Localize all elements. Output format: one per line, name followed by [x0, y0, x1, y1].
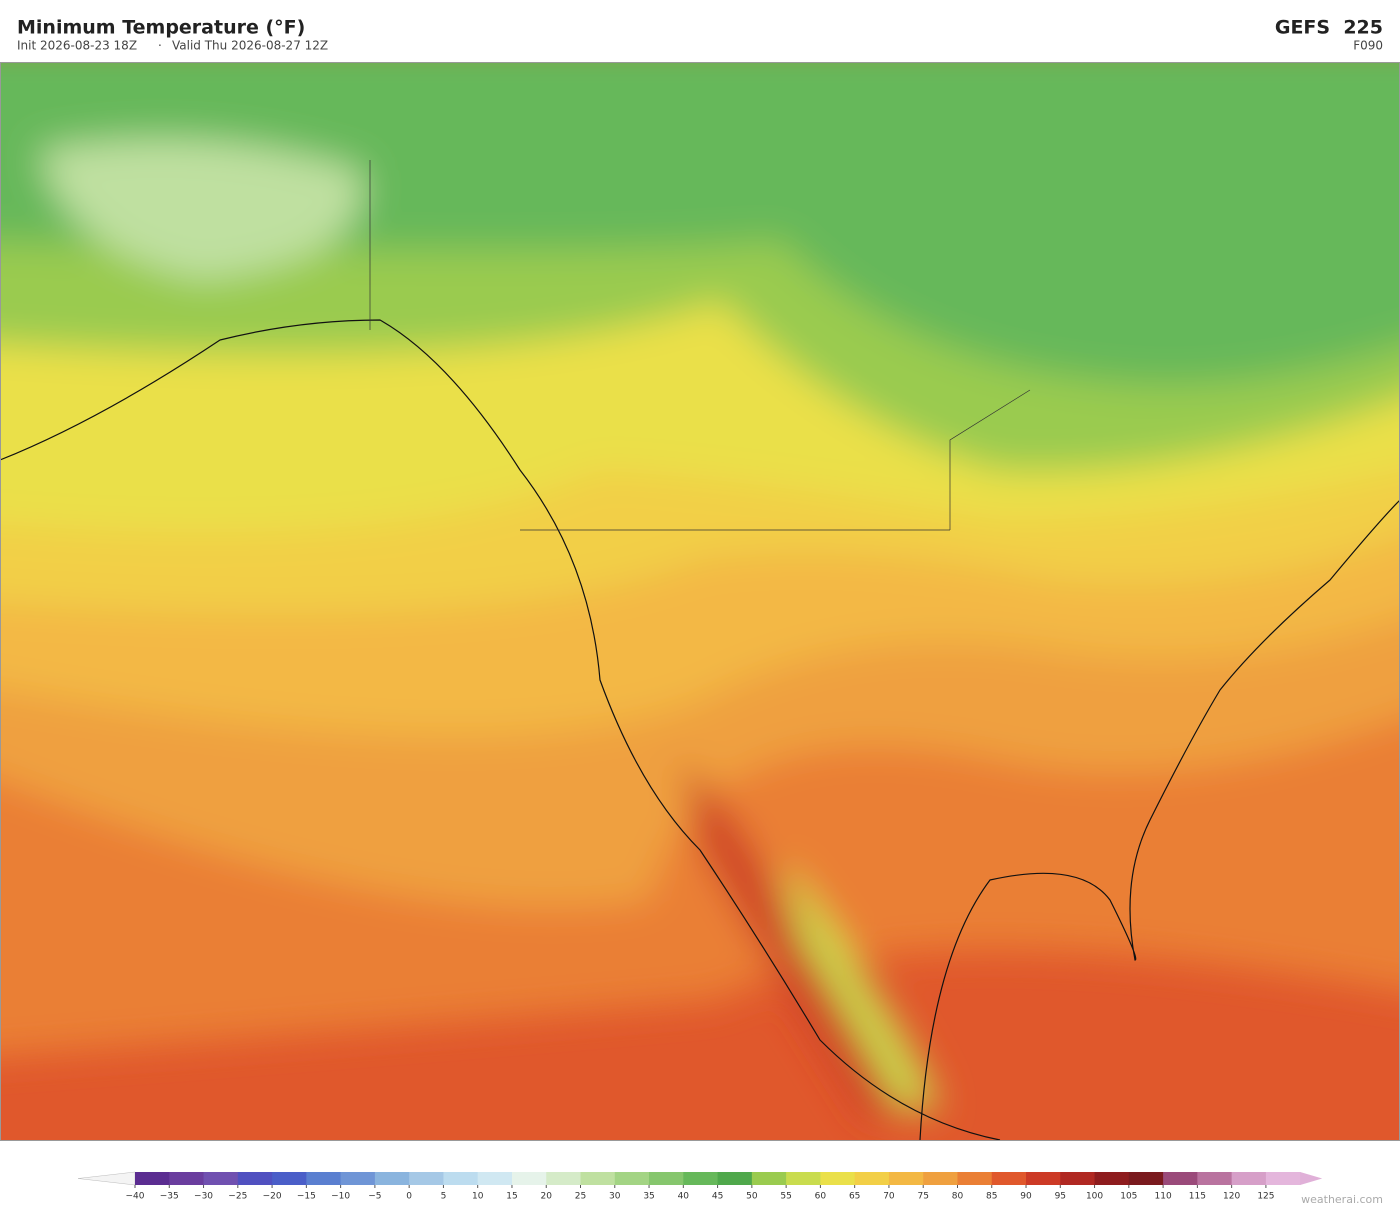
colorbar-tick-label: −25	[228, 1192, 247, 1202]
colorbar-bin	[409, 1172, 444, 1185]
colorbar-bin	[1265, 1172, 1301, 1185]
colorbar-bin	[717, 1172, 753, 1185]
colorbar-bin	[614, 1172, 650, 1185]
colorbar-bin	[374, 1172, 410, 1185]
colorbar-tick-label: 85	[986, 1192, 997, 1202]
colorbar-bin	[854, 1172, 890, 1185]
colorbar-tick-label: 105	[1120, 1192, 1137, 1202]
colorbar-tick-label: 125	[1257, 1192, 1274, 1202]
colorbar-tick-label: 120	[1223, 1192, 1240, 1202]
init-time: Init 2026-08-23 18Z	[17, 39, 137, 53]
colorbar-bin	[820, 1172, 856, 1185]
map	[0, 62, 1400, 1141]
colorbar-bin	[957, 1172, 993, 1185]
colorbar-bin	[1128, 1172, 1164, 1185]
colorbar-bin	[1163, 1172, 1198, 1185]
separator: ·	[158, 39, 162, 53]
colorbar-bin	[477, 1172, 513, 1185]
colorbar-tick-label: 45	[712, 1192, 723, 1202]
colorbar-tick-label: −40	[126, 1192, 145, 1202]
credit: weatherai.com	[1301, 1193, 1383, 1206]
colorbar-bin	[1060, 1172, 1096, 1185]
colorbar-bin	[135, 1172, 170, 1185]
title: Minimum Temperature (°F)	[17, 17, 305, 39]
colorbar-bin	[511, 1172, 547, 1185]
colorbar-tick-label: 0	[406, 1192, 412, 1202]
colorbar-tick-label: 110	[1155, 1192, 1172, 1202]
colorbar-tick-label: 115	[1189, 1192, 1206, 1202]
colorbar-bin	[443, 1172, 479, 1185]
colorbar-bin	[1026, 1172, 1061, 1185]
forecast-hour: F090	[1353, 39, 1383, 53]
colorbar-tick-label: 65	[849, 1192, 860, 1202]
valid-time: Valid Thu 2026-08-27 12Z	[172, 39, 328, 53]
colorbar-over	[1300, 1172, 1323, 1185]
coastline	[0, 319, 1400, 1141]
colorbar-tick-label: −5	[368, 1192, 381, 1202]
colorbar-tick-label: 20	[541, 1192, 553, 1202]
colorbar-bin	[580, 1172, 616, 1185]
colorbar-bin	[1197, 1172, 1233, 1185]
colorbar: −40 −35 −30 −25 −20 −15 −10 −5 0 5 10 15 20 25 30 35 40 4…	[77, 1171, 1323, 1202]
colorbar-tick-label: 75	[917, 1192, 928, 1202]
colorbar-tick-label: 55	[780, 1192, 791, 1202]
colorbar-under	[77, 1171, 136, 1186]
colorbar-bin	[169, 1172, 205, 1185]
colorbar-tick-label: 100	[1086, 1192, 1103, 1202]
colorbar-tick-label: 60	[815, 1192, 827, 1202]
borders	[369, 160, 1031, 531]
colorbar-bin	[306, 1172, 342, 1185]
colorbar-tick-label: −20	[263, 1192, 282, 1202]
colorbar-tick-label: 5	[441, 1192, 447, 1202]
colorbar-tick-label: 50	[746, 1192, 758, 1202]
colorbar-tick-label: 40	[678, 1192, 690, 1202]
colorbar-tick-label: 90	[1020, 1192, 1032, 1202]
colorbar-bin	[546, 1172, 582, 1185]
colorbar-bin	[991, 1172, 1027, 1185]
colorbar-bin	[340, 1172, 376, 1185]
colorbar-tick-label: 30	[609, 1192, 621, 1202]
colorbar-tick-label: 35	[643, 1192, 654, 1202]
model: GEFS 225	[1275, 17, 1383, 39]
colorbar-bin	[1094, 1172, 1130, 1185]
colorbar-tick-label: −10	[331, 1192, 350, 1202]
colorbar-bin	[649, 1172, 684, 1185]
colorbar-bin	[237, 1172, 273, 1185]
colorbar-bin	[203, 1172, 239, 1185]
colorbar-bin	[1231, 1172, 1267, 1185]
colorbar-tick-label: −15	[297, 1192, 316, 1202]
colorbar-bin	[786, 1172, 821, 1185]
colorbar-tick-label: 25	[575, 1192, 586, 1202]
colorbar-bin	[923, 1172, 958, 1185]
colorbar-tick-label: 15	[506, 1192, 517, 1202]
colorbar-bin	[272, 1172, 307, 1185]
colorbar-tick-label: 95	[1055, 1192, 1066, 1202]
colorbar-tick-label: −35	[160, 1192, 179, 1202]
colorbar-bin	[888, 1172, 924, 1185]
temperature-field	[0, 62, 1400, 1120]
colorbar-bin	[751, 1172, 787, 1185]
colorbar-bin	[683, 1172, 719, 1185]
colorbar-tick-label: 70	[883, 1192, 895, 1202]
colorbar-tick-label: 10	[472, 1192, 484, 1202]
colorbar-tick-label: 80	[952, 1192, 964, 1202]
colorbar-tick-label: −30	[194, 1192, 213, 1202]
